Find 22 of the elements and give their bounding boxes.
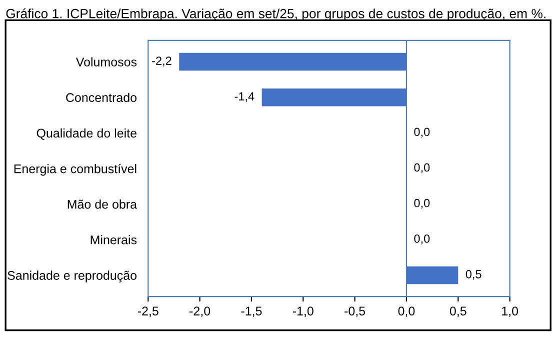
- y-tick-label: Minerais: [90, 235, 137, 244]
- y-tick-label: Sanidade e reprodução: [8, 270, 137, 282]
- y-tick-label: Concentrado: [66, 92, 137, 102]
- y-tick-label: Energia e combustível: [14, 164, 136, 176]
- data-label: 0,5: [466, 270, 482, 280]
- x-tick-label: -1,5: [241, 306, 262, 317]
- x-tick-label: 0,5: [450, 306, 466, 317]
- x-tick-label: -2,0: [190, 306, 210, 317]
- x-tick-label: 1,0: [502, 306, 518, 317]
- x-tick-label: -0,5: [344, 306, 366, 317]
- data-label: -1,4: [234, 92, 254, 102]
- x-tick-label: 0,0: [398, 306, 415, 317]
- data-label: 0,0: [414, 234, 430, 244]
- data-label: 0,0: [414, 128, 430, 138]
- y-tick-label: Volumosos: [76, 57, 137, 66]
- data-label: 0,0: [414, 198, 430, 209]
- data-label: 0,0: [414, 163, 430, 174]
- x-tick-label: -1,0: [292, 306, 314, 317]
- y-tick-label: Mão de obra: [68, 200, 138, 209]
- x-tick-label: -2,5: [138, 306, 158, 317]
- data-label: -2,2: [152, 56, 172, 66]
- y-tick-label: Qualidade do leite: [36, 128, 136, 140]
